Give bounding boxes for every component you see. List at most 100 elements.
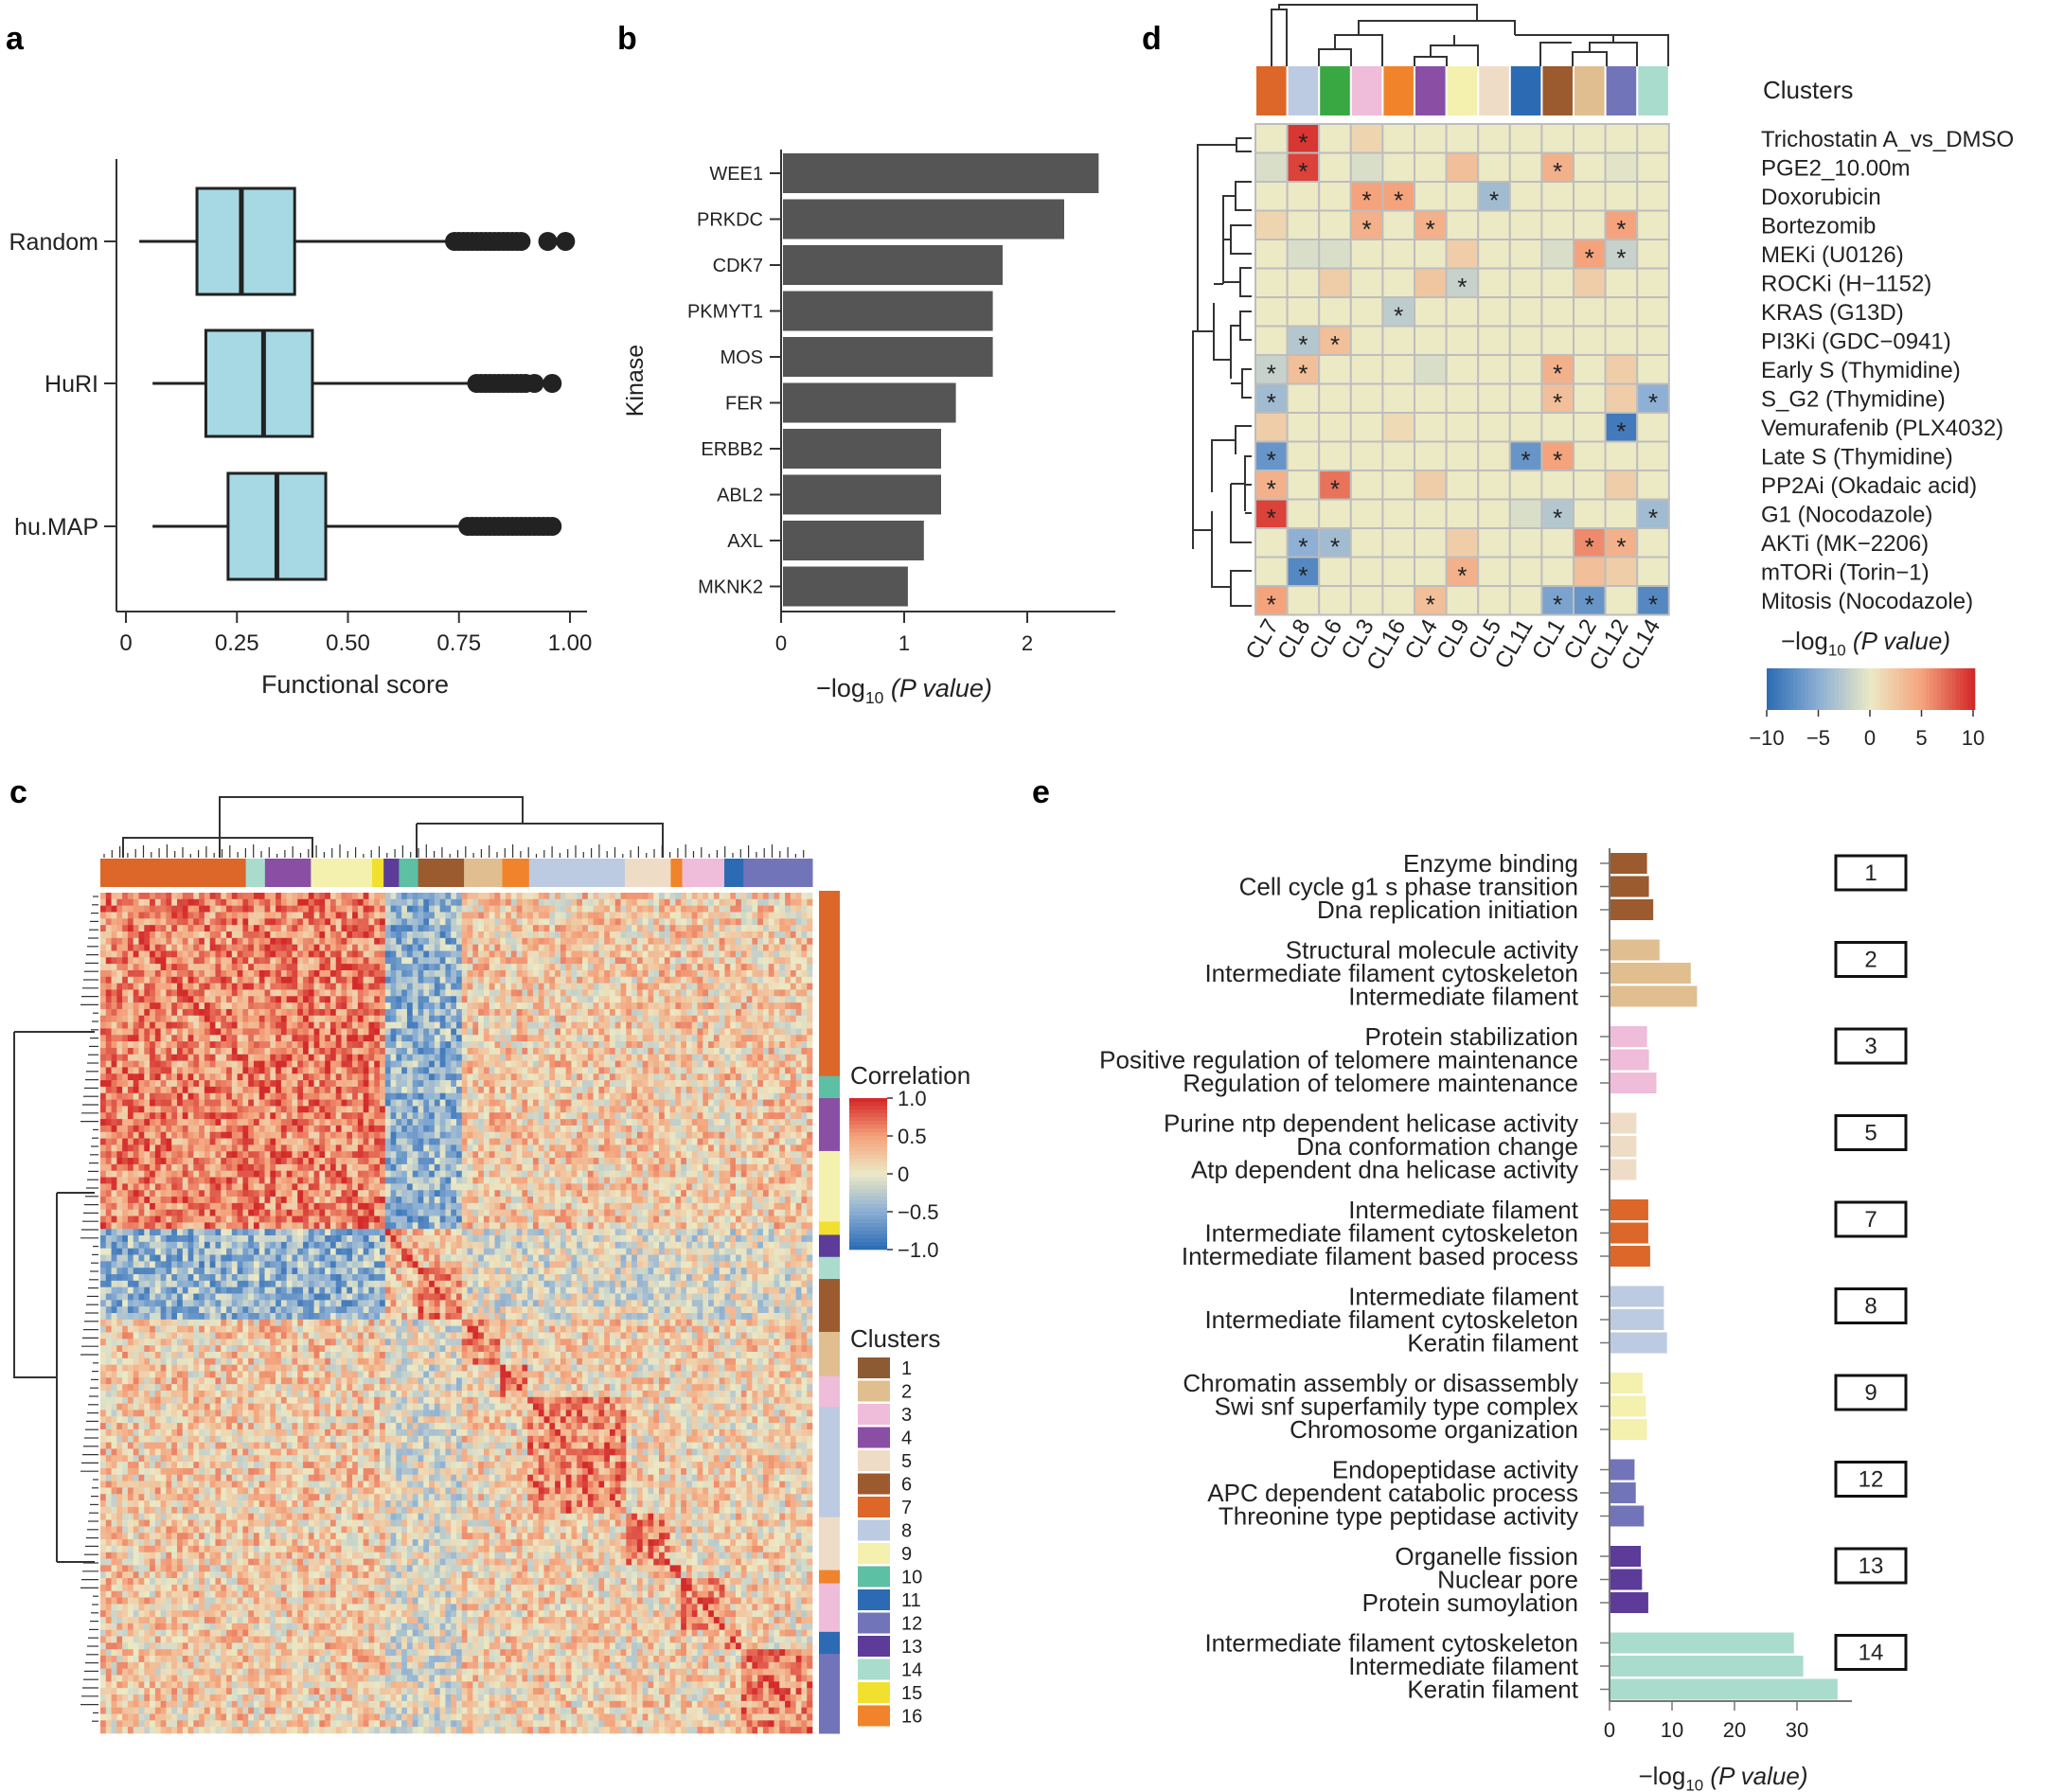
c-heatmap-cell [620,964,627,971]
c-heatmap-cell [648,1112,654,1120]
c-heatmap-cell [560,1125,566,1133]
c-heatmap-cell [204,1067,210,1074]
c-heatmap-cell [319,1015,326,1022]
c-heatmap-cell [401,937,408,945]
c-heatmap-cell [237,950,243,958]
c-heatmap-cell [577,1002,583,1010]
c-heatmap-cell [429,1125,436,1133]
c-heatmap-cell [577,893,583,900]
c-heatmap-cell [280,937,287,945]
c-heatmap-cell [681,976,687,984]
c-heatmap-cell [111,937,117,945]
c-heatmap-cell [757,905,764,913]
c-heatmap-cell [418,1099,424,1107]
c-heatmap-cell [264,950,271,958]
c-heatmap-cell [127,1112,133,1120]
c-heatmap-cell [204,964,210,971]
c-heatmap-cell [577,1080,583,1088]
c-heatmap-cell [357,1041,364,1049]
c-heatmap-cell [248,1106,255,1113]
c-heatmap-cell [406,944,414,951]
c-heatmap-cell [270,1047,276,1056]
c-heatmap-cell [730,1035,737,1042]
c-heatmap-cell [374,898,381,906]
c-heatmap-cell [176,1015,184,1022]
c-heatmap-cell [335,912,342,919]
c-heatmap-cell [204,976,210,984]
c-heatmap-cell [242,976,249,984]
c-heatmap-cell [423,1067,430,1074]
b-bar [783,245,1003,285]
c-heatmap-cell [308,1106,314,1113]
c-heatmap-cell [587,1008,594,1017]
c-heatmap-cell [669,1067,676,1074]
c-heatmap-cell [494,1035,501,1042]
c-heatmap-cell [467,1125,473,1133]
c-heatmap-cell [347,1073,353,1081]
c-heatmap-cell [604,1092,611,1100]
c-heatmap-cell [100,1073,107,1081]
c-heatmap-cell [242,1008,249,1017]
c-heatmap-cell [593,1067,599,1074]
c-heatmap-cell [127,996,133,1003]
c-heatmap-cell [429,989,436,997]
c-heatmap-cell [380,1099,386,1107]
c-heatmap-cell [795,964,802,971]
c-heatmap-cell [636,931,643,939]
c-heatmap-cell [319,1002,326,1010]
c-heatmap-cell [560,944,566,951]
c-heatmap-cell [522,1086,528,1094]
c-heatmap-cell [297,1054,304,1061]
c-heatmap-cell [204,989,210,997]
c-heatmap-cell [221,1015,227,1022]
c-heatmap-cell [215,912,222,919]
c-heatmap-cell [555,996,561,1003]
c-heatmap-cell [472,1015,479,1022]
c-heatmap-cell [549,996,556,1003]
c-heatmap-cell [478,937,485,945]
c-heatmap-cell [593,950,599,958]
c-heatmap-cell [494,1021,501,1029]
c-heatmap-cell [527,1067,534,1074]
c-heatmap-cell [325,912,331,919]
c-heatmap-cell [532,1080,540,1088]
c-heatmap-cell [325,1002,331,1010]
c-heatmap-cell [456,1125,463,1133]
c-heatmap-cell [785,969,792,978]
c-heatmap-cell [270,1054,276,1061]
c-heatmap-cell [703,976,709,984]
c-heatmap-cell [478,964,485,971]
c-heatmap-cell [412,937,418,945]
c-heatmap-cell [675,1080,682,1088]
c-heatmap-cell [636,1106,643,1113]
c-heatmap-cell [276,944,282,951]
c-heatmap-cell [543,1125,550,1133]
c-heatmap-cell [187,983,194,990]
c-heatmap-cell [193,957,200,965]
c-heatmap-cell [429,976,436,984]
c-heatmap-cell [555,957,561,965]
c-heatmap-cell [571,925,578,932]
c-heatmap-cell [532,996,540,1003]
c-heatmap-cell [582,976,589,984]
c-heatmap-cell [494,912,501,919]
c-heatmap-cell [352,989,359,997]
c-heatmap-cell [166,925,172,932]
c-heatmap-cell [691,1067,698,1074]
c-heatmap-cell [380,898,386,906]
c-heatmap-cell [713,1047,720,1056]
c-heatmap-cell [429,1008,436,1017]
c-heatmap-cell [648,944,654,951]
c-heatmap-cell [762,1086,770,1094]
c-heatmap-cell [478,1008,485,1017]
c-heatmap-cell [681,918,687,926]
c-heatmap-cell [681,996,687,1003]
c-heatmap-cell [308,1008,314,1017]
c-heatmap-cell [740,898,747,906]
c-heatmap-cell [522,996,528,1003]
c-heatmap-cell [785,937,792,945]
c-heatmap-cell [445,1119,452,1127]
panel-label-c: c [9,774,27,810]
c-heatmap-cell [303,1086,310,1094]
c-heatmap-cell [774,1047,780,1056]
